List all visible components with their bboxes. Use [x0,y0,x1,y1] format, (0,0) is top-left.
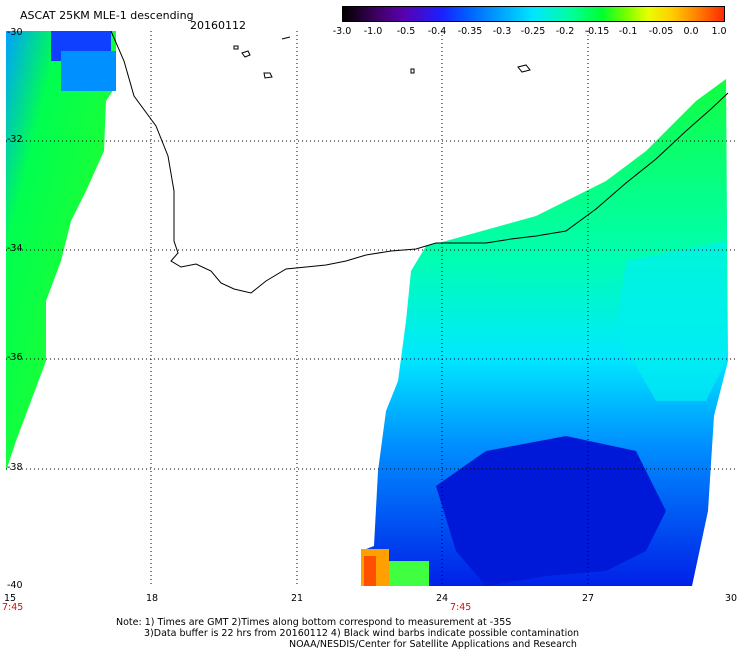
lon-label: 30 [724,593,738,604]
lat-label: -30 [7,27,23,38]
colorbar-label: -0.15 [584,26,610,37]
lon-label: 24 [435,593,449,604]
lat-gridlines [6,140,735,470]
lon-gridlines [150,31,589,586]
wind-map [6,31,735,586]
note-line: 3)Data buffer is 22 hrs from 20160112 4)… [144,628,580,639]
lat-label: -36 [7,352,23,363]
colorbar-label: -0.2 [555,26,575,37]
lat-label: -32 [7,134,23,145]
colorbar-label: -0.5 [396,26,416,37]
colorbar-label: 1.0 [711,26,727,37]
colorbar-label: -0.3 [492,26,512,37]
colorbar-label: -0.1 [618,26,638,37]
east-swath-core [436,436,666,586]
colorbar-label: -1.0 [363,26,383,37]
lon-label: 15 [3,593,17,604]
colorbar [342,6,725,22]
colorbar-label: -0.35 [457,26,483,37]
time-label: 7:45 [450,602,472,613]
colorbar-label: 0.0 [683,26,699,37]
lon-label: 21 [290,593,304,604]
credit-line: NOAA/NESDIS/Center for Satellite Applica… [289,639,577,650]
note-line: Note: 1) Times are GMT 2)Times along bot… [116,617,512,628]
colorbar-label: -0.05 [648,26,674,37]
map-title: ASCAT 25KM MLE-1 descending [20,9,194,22]
islands [233,36,531,79]
time-label: 7:45 [2,602,24,613]
lat-label: -34 [7,243,23,254]
coastline [110,31,729,294]
lat-label: -40 [7,580,23,591]
lon-label: 27 [581,593,595,604]
colorbar-label: -0.25 [520,26,546,37]
colorbar-label: -0.4 [427,26,447,37]
map-date: 20160112 [190,19,246,32]
west-swath [6,31,116,471]
colorbar-label: -3.0 [332,26,352,37]
lon-label: 18 [145,593,159,604]
lat-label: -38 [7,462,23,473]
